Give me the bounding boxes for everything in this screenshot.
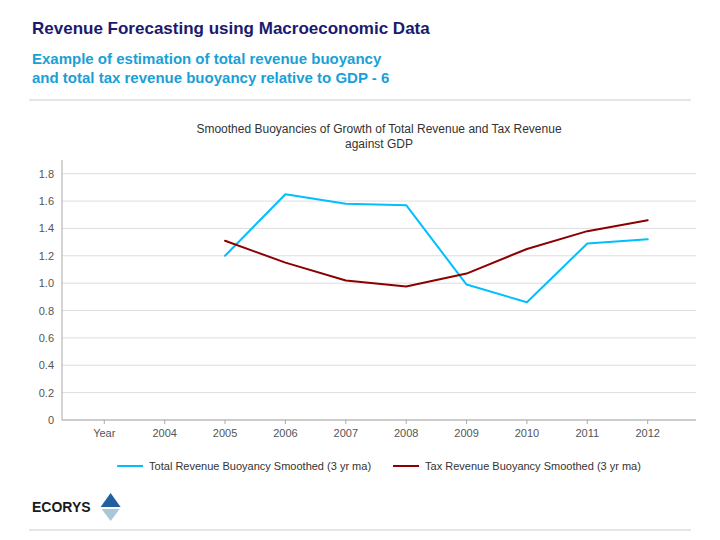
y-tick-label: 0.2 [39, 387, 54, 399]
series-line [225, 194, 648, 302]
y-tick-label: 1.6 [39, 195, 54, 207]
page-subtitle: Example of estimation of total revenue b… [32, 50, 389, 86]
x-tick-label: 2011 [575, 427, 599, 439]
x-axis-line [62, 420, 696, 421]
chart-title: Smoothed Buoyancies of Growth of Total R… [196, 122, 561, 151]
plot-data [225, 194, 648, 302]
x-tick-label: 2005 [213, 427, 237, 439]
grid-line [62, 255, 696, 256]
x-tick-label: 2004 [152, 427, 176, 439]
x-tick [345, 420, 346, 424]
x-tick [647, 420, 648, 424]
x-tick [466, 420, 467, 424]
chart-canvas: Revenue Forecasting using Macroeconomic … [0, 0, 720, 540]
x-tick-label: 2009 [454, 427, 478, 439]
background [0, 0, 720, 540]
separator [29, 530, 691, 531]
y-axis-line [62, 160, 63, 420]
grid-line [62, 310, 696, 311]
x-tick-label: 2006 [273, 427, 297, 439]
logo-text: ECORYS [32, 499, 91, 515]
y-tick-label: 0.4 [39, 359, 54, 371]
separator [29, 100, 691, 101]
series-line [225, 220, 648, 286]
legend-item: Total Revenue Buoyancy Smoothed (3 yr ma… [117, 460, 371, 472]
x-tick-label: Year [93, 427, 116, 439]
axes: 0 0.2 0.4 0.6 0.8 1.0 1.2 1.4 1.6 1.8 Year 2004 2005… [39, 160, 696, 439]
page-title: Revenue Forecasting using Macroeconomic … [32, 19, 430, 38]
x-tick [164, 420, 165, 424]
y-tick-label: 1.4 [39, 222, 54, 234]
y-tick-label: 0.6 [39, 332, 54, 344]
x-tick [587, 420, 588, 424]
x-tick [104, 420, 105, 424]
logo-mark [102, 509, 120, 521]
y-tick-label: 1.8 [39, 168, 54, 180]
legend-label: Total Revenue Buoyancy Smoothed (3 yr ma… [149, 460, 371, 472]
y-tick-label: 1.0 [39, 277, 54, 289]
x-tick-label: 2008 [394, 427, 418, 439]
x-tick [406, 420, 407, 424]
x-tick-label: 2007 [334, 427, 358, 439]
x-tick [526, 420, 527, 424]
logo-mark [101, 493, 121, 507]
grid-line [62, 365, 696, 366]
y-tick-label: 1.2 [39, 250, 54, 262]
grid-line [62, 337, 696, 338]
x-tick [285, 420, 286, 424]
y-tick-label: 0 [48, 414, 54, 426]
grid-line [62, 173, 696, 174]
x-tick [225, 420, 226, 424]
x-tick-label: 2010 [515, 427, 539, 439]
y-tick-label: 0.8 [39, 305, 54, 317]
grid-line [62, 420, 696, 421]
grid-line [62, 392, 696, 393]
legend-label: Tax Revenue Buoyancy Smoothed (3 yr ma) [425, 460, 641, 472]
legend-item: Tax Revenue Buoyancy Smoothed (3 yr ma) [393, 460, 641, 472]
x-tick-label: 2012 [635, 427, 659, 439]
legend-swatch [393, 465, 419, 467]
legend: Total Revenue Buoyancy Smoothed (3 yr ma… [117, 460, 641, 472]
grid-line [62, 201, 696, 202]
legend-swatch [117, 465, 143, 467]
